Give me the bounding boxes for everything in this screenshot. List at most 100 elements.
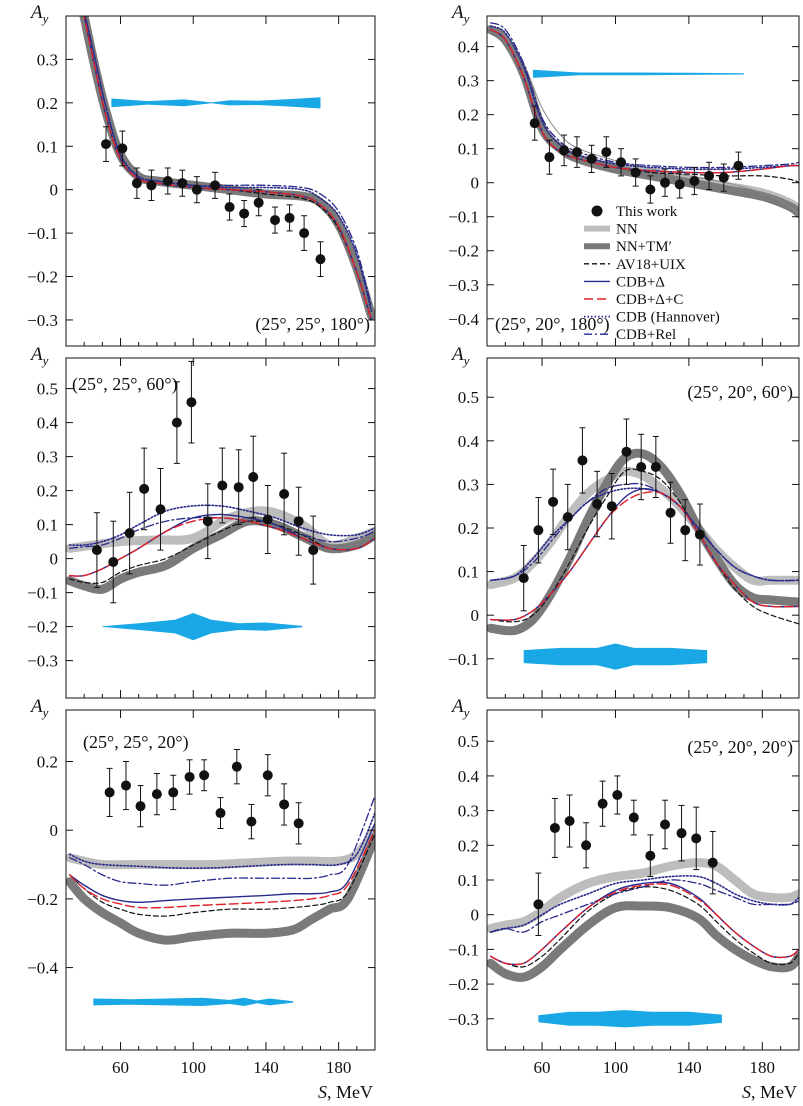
y-tick-label: 0.1 [458, 871, 479, 890]
data-point [293, 818, 304, 829]
systematic-error-band [523, 643, 708, 670]
y-tick-label: 0 [50, 181, 59, 200]
data-point [279, 799, 290, 810]
data-point [217, 480, 228, 491]
panels-group: −0.3 −0.2 −0.1 0 0.1 0.2 0.3 Ay (25°, 25°, 180°)… [27, 2, 800, 1102]
curve-av18 [69, 833, 375, 917]
curve-hann [68, 812, 375, 869]
legend-label: CDB+Δ+C [616, 292, 683, 308]
y-axis-label: Ay [450, 2, 470, 26]
y-tick-label: 0.5 [458, 732, 479, 751]
data-point [162, 176, 173, 186]
y-tick-label: 0.5 [458, 388, 479, 407]
kinematic-configuration-label: (25°, 20°, 20°) [687, 737, 793, 758]
data-point [615, 157, 626, 168]
y-tick-label: −0.2 [27, 268, 58, 287]
panel-6: −0.3 −0.2 −0.1 0 0.1 0.2 0.3 0.4 0.5 60 100 140 180 S… [448, 696, 800, 1102]
plot-area [487, 418, 799, 670]
kinematic-configuration-label: (25°, 25°, 180°) [255, 314, 370, 335]
legend-label: NN [616, 222, 638, 238]
data-point [691, 833, 702, 844]
y-tick-label: 0.2 [37, 753, 58, 772]
y-tick-label: 0 [50, 821, 59, 840]
y-tick-label: 0 [471, 606, 480, 625]
data-point [571, 147, 582, 158]
y-tick-label: −0.3 [448, 1010, 479, 1029]
plot-area [487, 22, 799, 218]
panel-5: −0.4 −0.2 0 0.2 60 100 140 180 S, MeV Ay (25°, 25°… [27, 696, 376, 1102]
y-tick-label: −0.3 [27, 652, 58, 671]
curve-hann [84, 16, 373, 313]
data-point [597, 798, 608, 809]
y-tick-label: 0.3 [37, 50, 58, 69]
legend-item: CDB (Hannover) [584, 310, 720, 326]
data-point [151, 789, 162, 800]
systematic-error-band [538, 1010, 722, 1028]
curve-hann [489, 25, 799, 171]
data-point [139, 483, 150, 494]
y-tick-label: 0.4 [37, 414, 59, 433]
kinematic-configuration-label: (25°, 25°, 60°) [72, 374, 178, 395]
data-point [529, 118, 540, 129]
y-tick-label: 0 [471, 174, 480, 193]
data-point [146, 180, 157, 191]
x-tick-label: 180 [326, 1058, 352, 1077]
legend-label: This work [616, 204, 678, 220]
data-point [91, 545, 102, 556]
data-point [665, 507, 676, 518]
y-tick-label: 0.2 [37, 482, 58, 501]
x-tick-label: 180 [750, 1058, 776, 1077]
data-point [676, 828, 687, 839]
y-tick-label: 0.3 [37, 448, 58, 467]
panel-4: −0.1 0 0.1 0.2 0.3 0.4 0.5 Ay (25°, 20°, 60°) [448, 344, 800, 699]
data-point [231, 761, 242, 772]
data-point [233, 482, 244, 493]
data-point [518, 573, 529, 584]
data-point [279, 489, 290, 499]
x-tick-label: 140 [253, 1058, 279, 1077]
curve-rel [84, 16, 373, 308]
y-tick-label: 0.5 [37, 380, 58, 399]
data-point [586, 153, 597, 164]
systematic-error-band [102, 613, 303, 641]
data-point [650, 461, 661, 472]
curve-rel [68, 795, 375, 886]
data-point [186, 397, 197, 408]
data-point [100, 139, 111, 150]
plot-frame [65, 709, 376, 1051]
y-tick-label: 0.4 [458, 432, 480, 451]
data-point [184, 771, 195, 782]
curve-cdbd [68, 822, 375, 904]
data-point [630, 167, 641, 178]
y-tick-label: 0.3 [458, 802, 479, 821]
y-tick-label: 0.4 [458, 38, 480, 57]
curve-cdbdc [68, 829, 375, 909]
data-point [308, 545, 319, 556]
data-point [199, 770, 210, 781]
curve-hann [489, 875, 799, 933]
y-tick-label: −0.1 [448, 208, 479, 227]
data-point [210, 180, 221, 191]
data-point [636, 461, 647, 472]
legend-item: NN+TM′ [584, 239, 672, 255]
legend-item: This work [591, 204, 678, 220]
data-point [155, 504, 166, 515]
plot-frame [486, 15, 800, 347]
kinematic-configuration-label: (25°, 25°, 20°) [83, 732, 189, 753]
y-tick-label: 0 [471, 906, 480, 925]
data-point [253, 197, 264, 208]
data-point [284, 212, 295, 223]
y-tick-label: −0.1 [27, 584, 58, 603]
plot-area [79, 16, 375, 321]
curve-hann [68, 504, 375, 547]
curve-nntm [487, 25, 799, 218]
curve-rel [490, 482, 799, 582]
curve-nn [487, 858, 799, 934]
y-tick-label: 0.1 [37, 516, 58, 535]
y-tick-label: −0.2 [27, 890, 58, 909]
y-tick-label: 0.3 [458, 475, 479, 494]
y-tick-label: 0.1 [37, 137, 58, 156]
kinematic-configuration-label: (25°, 20°, 60°) [687, 382, 793, 403]
x-tick-label: 140 [676, 1058, 702, 1077]
data-point [270, 215, 281, 226]
